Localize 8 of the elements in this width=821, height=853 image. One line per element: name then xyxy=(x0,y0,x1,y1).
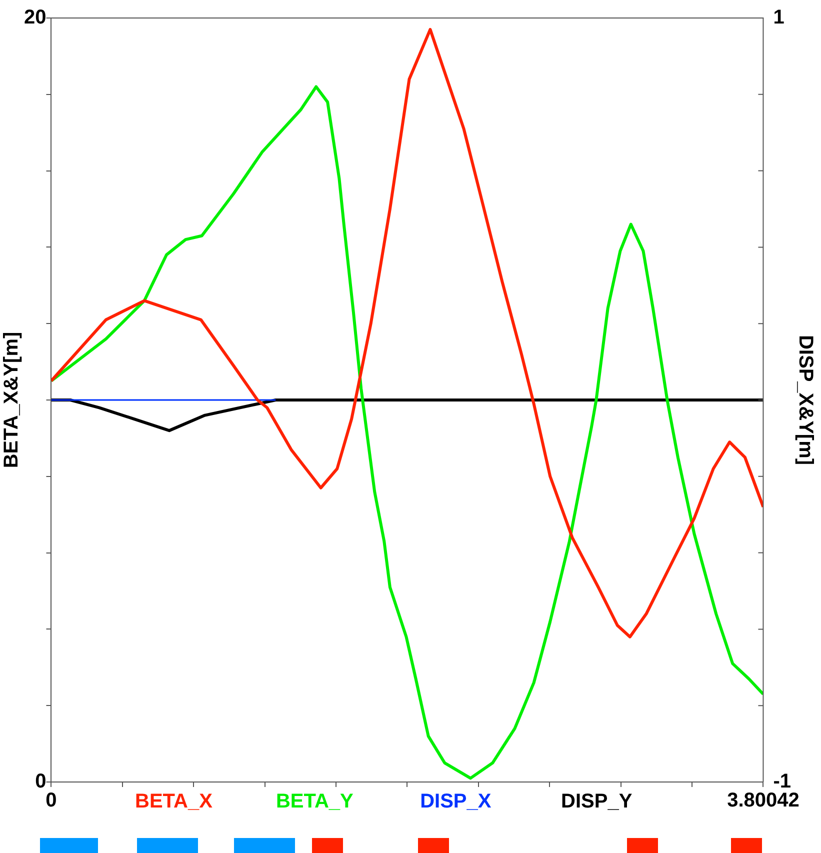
y2-tick-label: 1 xyxy=(773,6,784,29)
y-axis-title: BETA_X&Y[m] xyxy=(0,332,23,468)
y2-axis-title: DISP_X&Y[m] xyxy=(794,334,816,466)
text: DISP_X xyxy=(420,790,492,813)
text: BETA_Y xyxy=(276,790,354,813)
text: BETA_X xyxy=(134,790,214,813)
y-tick-label: 20 xyxy=(24,6,46,29)
text: DISP_Y xyxy=(561,790,633,813)
